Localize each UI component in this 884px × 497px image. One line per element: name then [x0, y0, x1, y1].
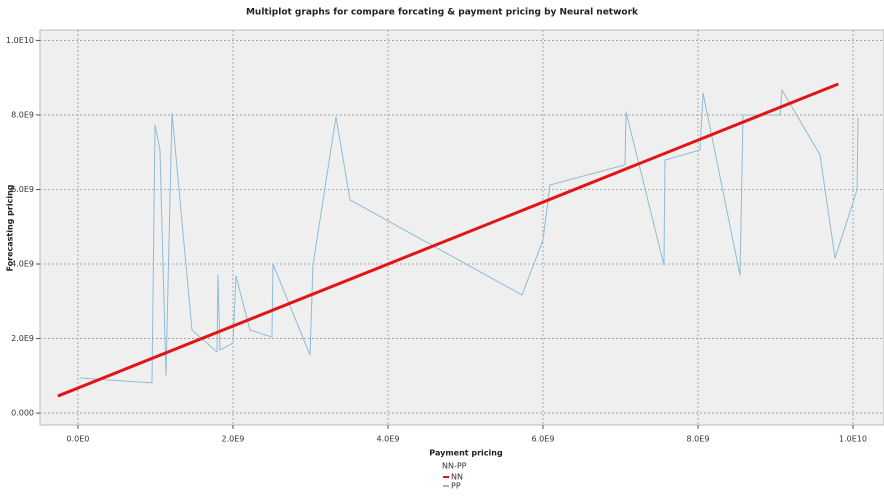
y-tick-label: 2.0E9: [11, 334, 34, 343]
x-tick-label: 4.0E9: [377, 435, 400, 444]
x-tick-label: 2.0E9: [222, 435, 245, 444]
x-tick-label: 0.0E0: [67, 435, 90, 444]
legend-title: NN-PP: [442, 462, 467, 471]
x-tick-label: 1.0E10: [839, 435, 867, 444]
legend-label: NN: [451, 473, 463, 482]
y-axis-title: Forecasting pricing: [6, 184, 15, 271]
x-axis-title: Payment pricing: [429, 449, 503, 458]
legend-label: PP: [451, 482, 461, 491]
x-tick-label: 6.0E9: [532, 435, 555, 444]
y-tick-label: 4.0E9: [11, 260, 34, 269]
chart: Multiplot graphs for compare forcating &…: [0, 0, 884, 497]
y-tick-label: 1.0E10: [6, 36, 34, 45]
x-tick-label: 8.0E9: [687, 435, 710, 444]
y-tick-label: 8.0E9: [11, 110, 34, 119]
chart-title: Multiplot graphs for compare forcating &…: [246, 8, 639, 18]
y-tick-label: 6.0E9: [11, 185, 34, 194]
y-tick-label: 0.000: [11, 409, 34, 418]
